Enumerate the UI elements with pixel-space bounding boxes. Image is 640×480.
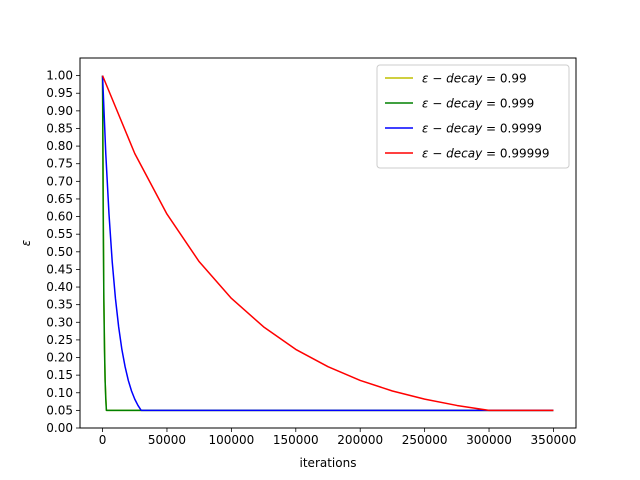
x-tick-label: 0 — [99, 433, 107, 447]
x-axis-label: iterations — [300, 456, 357, 470]
y-tick-label: 0.75 — [46, 157, 73, 171]
legend-label-1: ε − decay = 0.999 — [422, 97, 534, 111]
y-tick-label: 0.35 — [46, 298, 73, 312]
x-tick-label: 50000 — [148, 433, 186, 447]
y-tick-label: 0.50 — [46, 245, 73, 259]
x-ticks: 0 50000 100000 150000 200000 250000 300000 3500… — [99, 428, 577, 447]
series-line-1 — [101, 75, 554, 412]
series-layer — [101, 75, 554, 412]
series-line-2 — [101, 75, 554, 412]
axes-frame — [79, 57, 577, 429]
y-tick-label: 0.25 — [46, 333, 73, 347]
x-tick-label: 300000 — [466, 433, 512, 447]
x-tick-label: 150000 — [273, 433, 319, 447]
legend-label-3: ε − decay = 0.99999 — [422, 147, 550, 161]
x-tick-label: 250000 — [402, 433, 448, 447]
series-line-3 — [101, 75, 554, 412]
y-tick-label: 0.45 — [46, 262, 73, 276]
y-tick-label: 0.85 — [46, 121, 73, 135]
y-tick-label: 0.60 — [46, 210, 73, 224]
y-tick-label: 0.10 — [46, 386, 73, 400]
x-tick-label: 350000 — [531, 433, 577, 447]
y-tick-label: 0.65 — [46, 192, 73, 206]
y-tick-label: 0.30 — [46, 315, 73, 329]
y-ticks: 0.00 0.05 0.10 0.15 0.20 0.25 0.30 0.35 0.40 0.45… — [46, 69, 80, 435]
legend: ε − decay = 0.99 ε − decay = 0.999 ε − dec… — [376, 64, 570, 169]
y-tick-label: 0.00 — [46, 421, 73, 435]
y-tick-label: 0.20 — [46, 351, 73, 365]
y-tick-label: 0.55 — [46, 227, 73, 241]
y-tick-label: 0.80 — [46, 139, 73, 153]
y-tick-label: 0.05 — [46, 403, 73, 417]
x-tick-label: 100000 — [208, 433, 254, 447]
legend-label-0: ε − decay = 0.99 — [422, 72, 527, 86]
legend-box — [376, 64, 570, 169]
y-tick-label: 1.00 — [46, 69, 73, 83]
y-tick-label: 0.95 — [46, 86, 73, 100]
y-tick-label: 0.90 — [46, 104, 73, 118]
y-axis-label: ε — [19, 239, 33, 246]
legend-label-2: ε − decay = 0.9999 — [422, 122, 542, 136]
y-tick-label: 0.70 — [46, 174, 73, 188]
y-tick-label: 0.15 — [46, 368, 73, 382]
y-tick-label: 0.40 — [46, 280, 73, 294]
x-tick-label: 200000 — [337, 433, 383, 447]
